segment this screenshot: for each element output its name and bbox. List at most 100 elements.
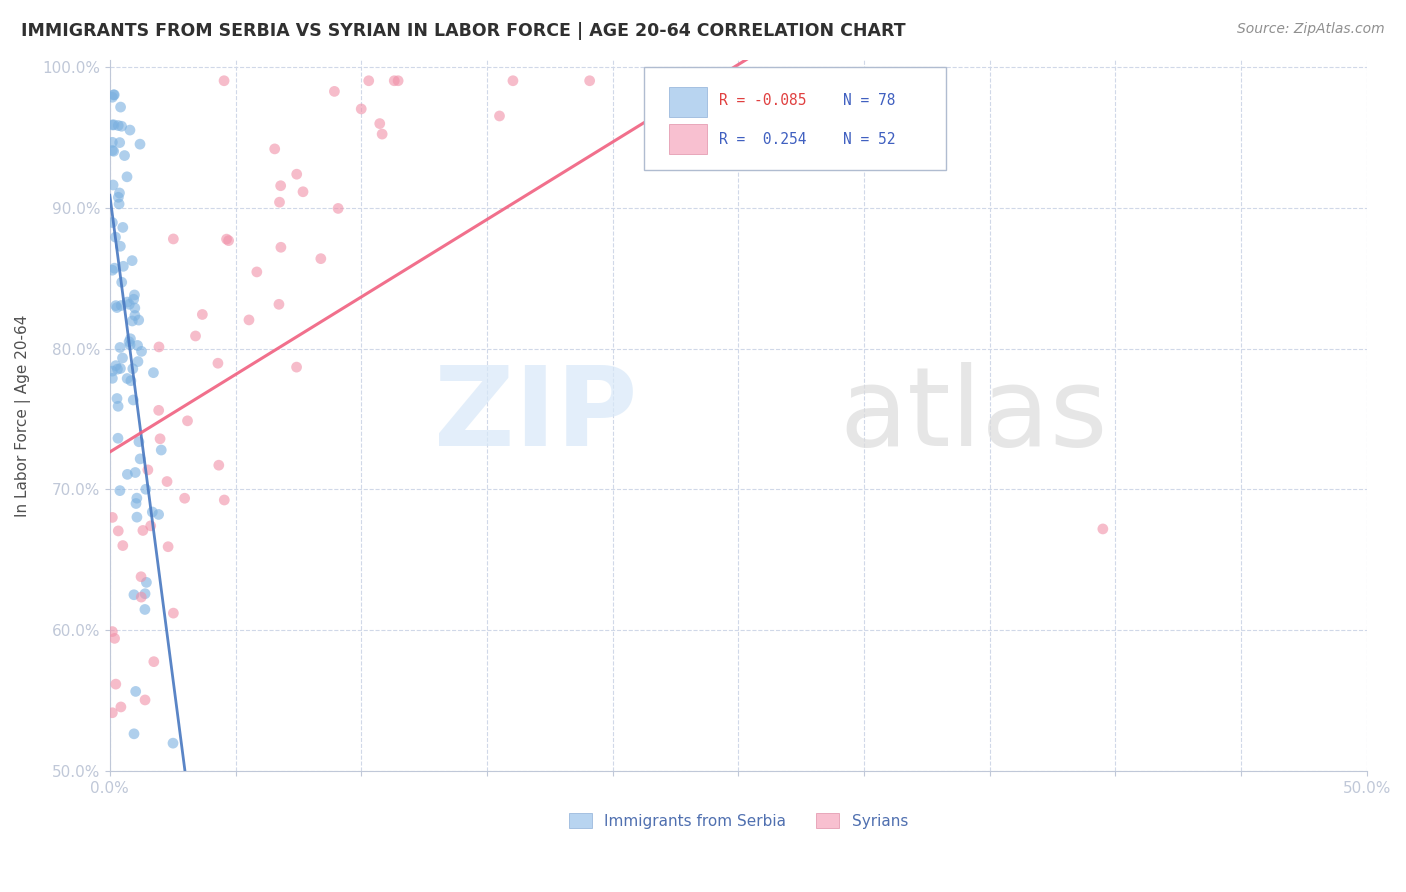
Y-axis label: In Labor Force | Age 20-64: In Labor Force | Age 20-64 <box>15 314 31 516</box>
Point <box>122 588 145 602</box>
Point <box>110 299 132 313</box>
Legend: Immigrants from Serbia, Syrians: Immigrants from Serbia, Syrians <box>562 806 914 835</box>
Point <box>149 432 172 446</box>
Point <box>157 540 180 554</box>
Point <box>108 341 131 355</box>
Point <box>285 360 308 375</box>
Point <box>101 215 124 229</box>
Text: R =  0.254: R = 0.254 <box>720 132 807 147</box>
Point <box>173 491 195 506</box>
Point <box>148 340 170 354</box>
Point <box>142 655 165 669</box>
Point <box>129 137 152 152</box>
Point <box>118 123 141 137</box>
Point <box>350 102 373 116</box>
Point <box>129 570 152 584</box>
Point <box>124 301 146 315</box>
Point <box>134 587 156 601</box>
Point <box>111 275 134 289</box>
Point <box>111 351 134 365</box>
Point <box>371 127 394 141</box>
Point <box>270 178 292 193</box>
FancyBboxPatch shape <box>669 87 707 117</box>
Point <box>103 118 125 132</box>
Point <box>238 313 260 327</box>
Point <box>121 361 143 376</box>
Point <box>129 451 152 466</box>
Point <box>323 84 346 98</box>
Point <box>114 148 136 162</box>
Point <box>292 185 315 199</box>
Point <box>263 142 285 156</box>
Point <box>110 100 132 114</box>
Point <box>129 590 152 604</box>
Point <box>103 87 125 102</box>
Point <box>387 74 409 88</box>
Point <box>246 265 269 279</box>
Point <box>134 602 156 616</box>
Point <box>117 295 139 310</box>
Point <box>122 727 145 741</box>
FancyBboxPatch shape <box>669 124 707 154</box>
Point <box>107 119 129 133</box>
Point <box>103 261 125 276</box>
Point <box>101 90 124 104</box>
Point <box>214 493 236 508</box>
Point <box>103 145 125 159</box>
Point <box>122 293 145 307</box>
Point <box>108 483 131 498</box>
Point <box>131 344 153 359</box>
Point <box>148 403 170 417</box>
Point <box>208 458 231 473</box>
Point <box>162 606 184 620</box>
Point <box>128 434 150 449</box>
Point <box>136 463 159 477</box>
Point <box>103 632 125 646</box>
Point <box>111 220 134 235</box>
Point <box>502 74 524 88</box>
Point <box>107 362 129 376</box>
Point <box>134 693 156 707</box>
Point <box>132 524 155 538</box>
Point <box>108 197 131 211</box>
Point <box>270 240 292 254</box>
Point <box>1091 522 1114 536</box>
Point <box>118 334 141 349</box>
Point <box>121 314 143 328</box>
Point <box>121 253 143 268</box>
Point <box>101 263 124 277</box>
Point <box>124 309 146 323</box>
Point <box>115 371 138 385</box>
Text: ZIP: ZIP <box>434 362 638 469</box>
Point <box>184 329 207 343</box>
Point <box>127 338 149 352</box>
Point <box>128 313 150 327</box>
Point <box>139 518 162 533</box>
Point <box>101 510 124 524</box>
Point <box>104 299 127 313</box>
Point <box>162 232 184 246</box>
Point <box>107 190 129 204</box>
Point <box>101 364 124 378</box>
Point <box>101 178 124 192</box>
Point <box>118 338 141 352</box>
Point <box>309 252 332 266</box>
Point <box>108 136 131 150</box>
Point <box>124 288 146 302</box>
Point <box>120 374 142 388</box>
Point <box>176 414 198 428</box>
Point <box>115 169 138 184</box>
Point <box>101 118 124 132</box>
Point <box>150 443 173 458</box>
Point <box>368 117 391 131</box>
Point <box>218 234 240 248</box>
Point <box>162 736 184 750</box>
Point <box>120 332 142 346</box>
FancyBboxPatch shape <box>644 67 946 169</box>
Point <box>125 496 148 510</box>
Point <box>101 136 124 150</box>
Point <box>142 366 165 380</box>
Point <box>118 297 141 311</box>
Point <box>382 74 405 88</box>
Point <box>269 195 291 210</box>
